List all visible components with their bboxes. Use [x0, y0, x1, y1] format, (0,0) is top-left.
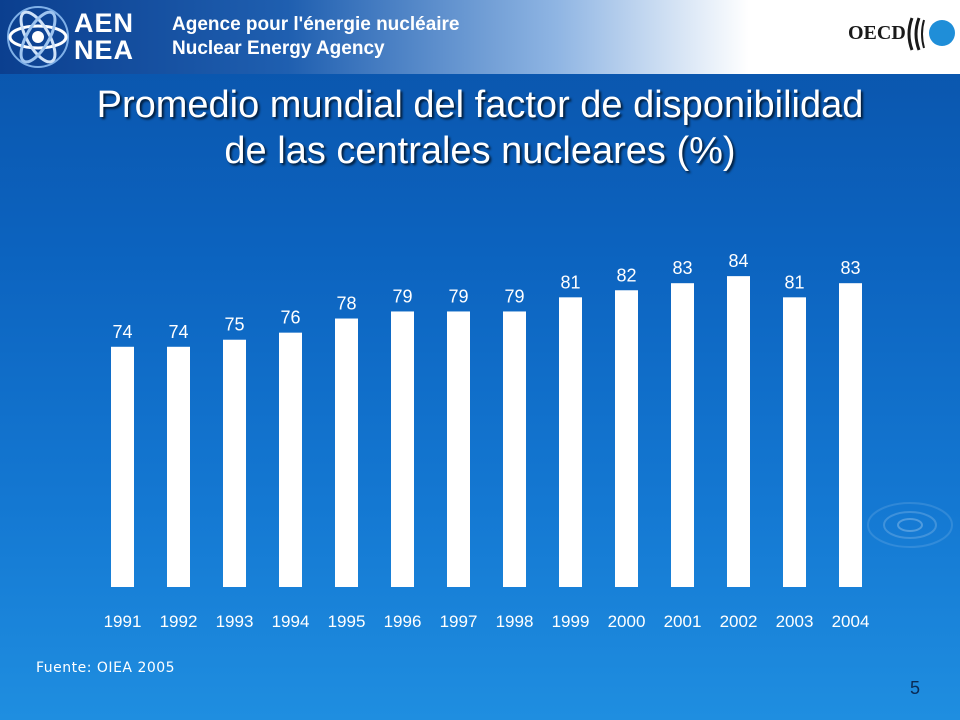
- value-label-2000: 82: [616, 265, 636, 285]
- bar-1991: [111, 346, 134, 587]
- bar-2000: [615, 290, 638, 587]
- nea-abbr-en: NEA: [74, 35, 135, 65]
- slide-title: Promedio mundial del factor de disponibi…: [20, 82, 940, 174]
- title-line-1: Promedio mundial del factor de disponibi…: [96, 84, 864, 126]
- category-label-1998: 1998: [496, 612, 534, 631]
- value-label-2001: 83: [672, 258, 692, 278]
- oecd-wordmark: OECD: [848, 22, 906, 44]
- value-label-2004: 83: [840, 258, 860, 278]
- nea-atom-logo-icon: [7, 6, 69, 68]
- bar-1995: [335, 318, 358, 587]
- category-label-1995: 1995: [328, 612, 366, 631]
- category-label-1996: 1996: [384, 612, 422, 631]
- value-label-1991: 74: [112, 322, 132, 342]
- value-label-1992: 74: [168, 322, 188, 342]
- category-label-1997: 1997: [440, 612, 478, 631]
- oecd-logo-icon: [907, 17, 955, 51]
- value-label-2003: 81: [784, 272, 804, 292]
- header-banner: AEN NEA Agence pour l'énergie nucléaire …: [0, 0, 960, 74]
- bar-2002: [727, 276, 750, 587]
- value-label-1993: 75: [224, 315, 244, 335]
- title-line-2: de las centrales nucleares (%): [224, 130, 736, 172]
- agency-name-fr: Agence pour l'énergie nucléaire: [172, 14, 460, 35]
- category-label-2001: 2001: [664, 612, 702, 631]
- bar-2003: [783, 297, 806, 587]
- water-ripple-decoration-icon: [867, 502, 953, 548]
- value-label-1994: 76: [280, 308, 300, 328]
- bar-1993: [223, 339, 246, 587]
- category-label-1999: 1999: [552, 612, 590, 631]
- bar-1996: [391, 311, 414, 587]
- category-label-1993: 1993: [216, 612, 254, 631]
- category-label-2004: 2004: [832, 612, 870, 631]
- value-label-1996: 79: [392, 286, 412, 306]
- category-label-1994: 1994: [272, 612, 310, 631]
- bar-2001: [671, 283, 694, 587]
- category-label-1991: 1991: [104, 612, 142, 631]
- value-label-1997: 79: [448, 286, 468, 306]
- value-label-1995: 78: [336, 294, 356, 314]
- bar-1998: [503, 311, 526, 587]
- value-label-1998: 79: [504, 286, 524, 306]
- category-label-2000: 2000: [608, 612, 646, 631]
- bar-2004: [839, 283, 862, 587]
- bar-group: [111, 276, 862, 587]
- bar-1997: [447, 311, 470, 587]
- source-note: Fuente: OIEA 2005: [36, 660, 176, 676]
- page-number: 5: [909, 678, 920, 698]
- category-label-2002: 2002: [720, 612, 758, 631]
- bar-1994: [279, 332, 302, 587]
- value-label-2002: 84: [728, 251, 748, 271]
- category-label-2003: 2003: [776, 612, 814, 631]
- bar-1992: [167, 346, 190, 587]
- category-label-group: 1991 1992 1993 1994 1995 1996 1997 1998 1999 2000…: [104, 612, 870, 631]
- value-label-group: 74 74 75 76 78 79 79 79 81 82 83 84 81 83: [112, 251, 860, 342]
- nea-abbr-fr: AEN: [74, 8, 135, 38]
- agency-name-en: Nuclear Energy Agency: [172, 38, 385, 59]
- category-label-1992: 1992: [160, 612, 198, 631]
- bar-1999: [559, 297, 582, 587]
- value-label-1999: 81: [560, 272, 580, 292]
